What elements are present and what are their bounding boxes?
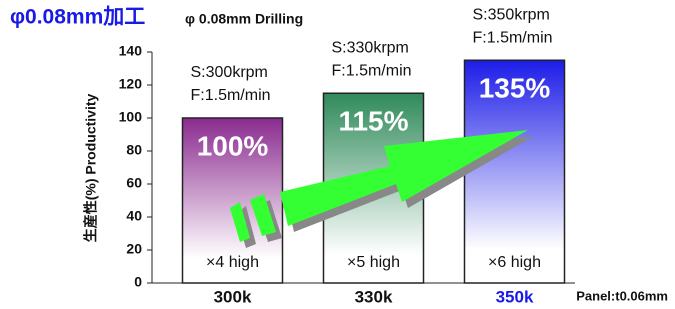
y-axis-label: 生産性(%) Productivity xyxy=(83,94,99,243)
y-tick-label: 100 xyxy=(119,109,143,125)
feed-label: F:1.5m/min xyxy=(332,62,412,79)
inner-label: ×6 high xyxy=(488,254,541,271)
y-tick-label: 120 xyxy=(119,76,143,92)
y-tick-label: 60 xyxy=(126,175,142,191)
x-tick-label: 350k xyxy=(496,287,534,306)
feed-label: F:1.5m/min xyxy=(473,29,553,46)
y-tick-label: 140 xyxy=(119,43,143,59)
x-tick-label: 330k xyxy=(355,287,393,306)
speed-label: S:300krpm xyxy=(191,64,268,81)
y-tick-label: 80 xyxy=(126,142,142,158)
value-label: 115% xyxy=(338,106,408,137)
y-tick-label: 40 xyxy=(126,208,142,224)
x-tick-label: 300k xyxy=(214,287,252,306)
value-label: 100% xyxy=(197,130,269,161)
chart-subtitle: φ 0.08mm Drilling xyxy=(185,11,303,27)
y-tick-label: 0 xyxy=(134,274,142,290)
inner-label: ×4 high xyxy=(206,254,259,271)
feed-label: F:1.5m/min xyxy=(191,87,271,104)
speed-label: S:350krpm xyxy=(473,6,550,23)
speed-label: S:330krpm xyxy=(332,39,409,56)
y-tick-label: 20 xyxy=(126,241,142,257)
note: Panel:t0.06mm xyxy=(576,288,668,303)
value-label: 135% xyxy=(479,73,551,104)
inner-label: ×5 high xyxy=(347,254,400,271)
chart: φ0.08mm加工 φ 0.08mm Drilling 生産性(%) Produ… xyxy=(0,0,675,309)
chart-title: φ0.08mm加工 xyxy=(10,6,145,29)
